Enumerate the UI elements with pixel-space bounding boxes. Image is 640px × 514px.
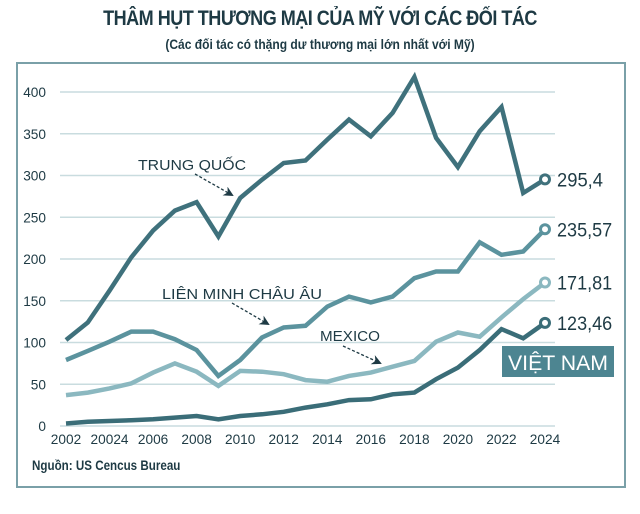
x-tick-label: 2022 xyxy=(486,431,517,447)
y-tick-label: 50 xyxy=(31,376,46,392)
series-line-eu xyxy=(65,227,547,379)
series-line-mexico xyxy=(65,280,547,398)
y-tick-label: 150 xyxy=(23,293,46,309)
x-tick-label: 2010 xyxy=(225,431,256,447)
end-marker-eu xyxy=(539,223,551,236)
x-tick-label: 2018 xyxy=(399,431,430,447)
series-label-china: TRUNG QUỐC xyxy=(138,156,246,174)
x-tick-label: 2024 xyxy=(530,431,561,447)
x-tick-label: 2006 xyxy=(138,431,169,447)
x-tick-label: 2016 xyxy=(356,431,387,447)
y-tick-label: 300 xyxy=(23,168,46,184)
series-label-vietnam: VIỆT NAM xyxy=(508,352,608,375)
annotation-arrow-mexico xyxy=(342,345,382,365)
x-tick-label: 20024 xyxy=(91,431,129,447)
annotation-arrow-eu xyxy=(231,302,270,326)
annotation-arrow-china xyxy=(194,173,234,196)
annotations: TRUNG QUỐC LIÊN MINH CHÂU ÂU MEXICO VIỆT NA… xyxy=(138,156,614,377)
end-marker-vietnam xyxy=(539,316,551,329)
end-marker-china xyxy=(539,173,551,186)
series-line-vietnam xyxy=(65,321,547,426)
x-tick-label: 2008 xyxy=(181,431,212,447)
end-value-label-vietnam: 123,46 xyxy=(557,314,612,335)
series-label-eu: LIÊN MINH CHÂU ÂU xyxy=(162,286,322,303)
end-marker-mexico xyxy=(539,276,551,289)
series-label-box-vietnam xyxy=(502,346,614,377)
y-tick-label: 350 xyxy=(23,126,46,142)
y-tick-label: 100 xyxy=(23,335,46,351)
y-tick-label: 250 xyxy=(23,209,46,225)
series-lines: 171,81 235,57 123,46 295,4 xyxy=(64,71,612,426)
y-tick-label: 200 xyxy=(23,251,46,267)
chart-subtitle: (Các đối tác có thặng dư thương mại lớn … xyxy=(165,36,475,52)
series-line-china xyxy=(64,71,547,342)
end-value-label-china: 295,4 xyxy=(557,170,603,191)
source-note: Nguồn: US Cencus Bureau xyxy=(32,458,181,473)
end-value-label-mexico: 171,81 xyxy=(557,274,612,295)
gridlines xyxy=(60,91,555,427)
series-label-mexico: MEXICO xyxy=(320,328,380,345)
chart-title: THÂM HỤT THƯƠNG MẠI CỦA MỸ VỚI CÁC ĐỐI T… xyxy=(103,7,537,30)
y-axis-ticks: 0 50 100 150 200 250 300 350 400 xyxy=(23,84,46,434)
end-value-label-eu: 235,57 xyxy=(557,220,612,241)
chart-frame xyxy=(16,62,626,488)
x-tick-label: 2014 xyxy=(312,431,343,447)
x-tick-label: 2012 xyxy=(269,431,300,447)
y-tick-label: 400 xyxy=(23,84,46,100)
y-tick-label: 0 xyxy=(38,418,46,434)
x-axis-ticks: 2002 20024 2006 2008 2010 2012 2014 2016 2018 202… xyxy=(51,431,561,447)
x-tick-label: 2020 xyxy=(443,431,474,447)
x-tick-label: 2002 xyxy=(51,431,82,447)
